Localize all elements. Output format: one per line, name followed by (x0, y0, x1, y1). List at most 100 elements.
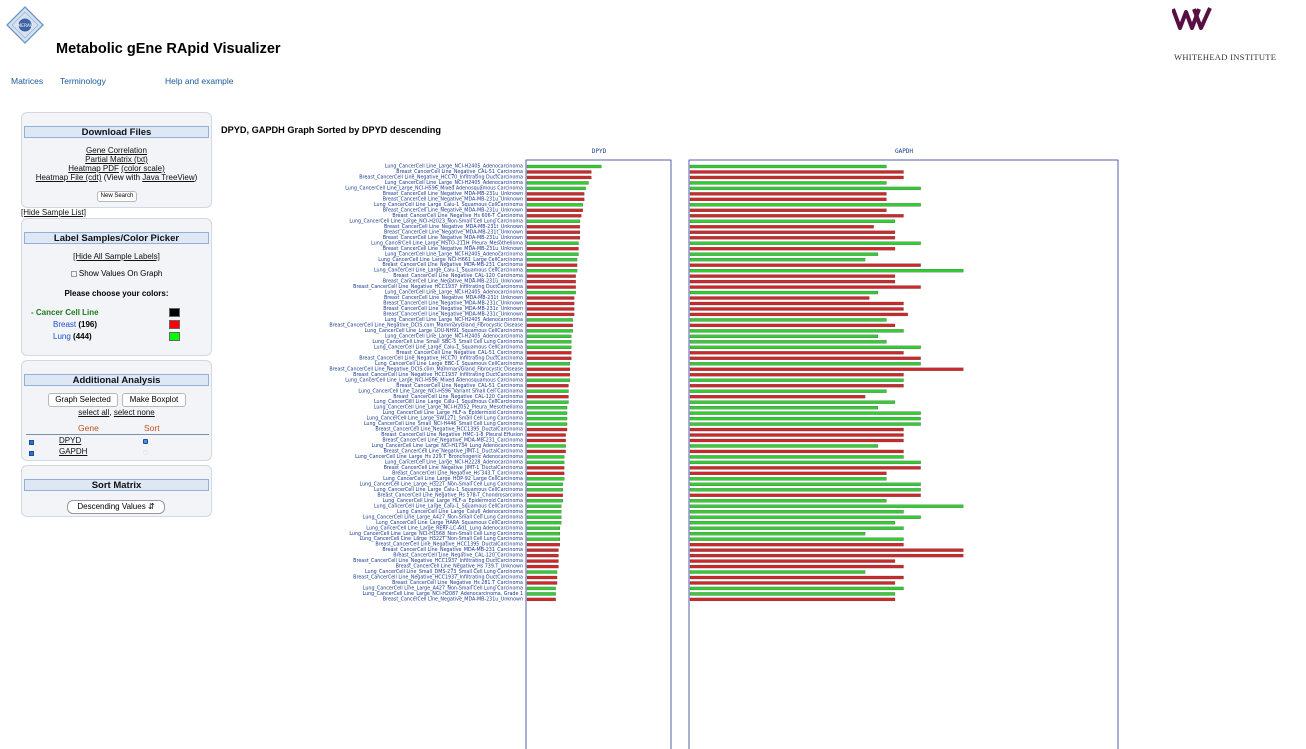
sample-label[interactable]: Breast_CancerCell Line_Negative_HCC1937_… (353, 284, 523, 290)
sample-label[interactable]: Lung_CancerCell Line_Large_NCI-H2405_Ade… (385, 290, 523, 296)
sample-label[interactable]: Lung_CancerCell Line_Large_A427_Non-Smal… (363, 514, 523, 520)
sample-label[interactable]: Lung_CancerCell Line_Large_MSTO-211H_Ple… (371, 240, 523, 246)
dpyd-checkbox[interactable] (29, 440, 34, 445)
sample-label[interactable]: Lung_CancerCell Line_Large_NCI-H596_Mixe… (345, 377, 523, 383)
sample-label[interactable]: Breast_CancerCell Line_Negative_MDA-MB-2… (382, 438, 523, 444)
sample-label[interactable]: Breast_CancerCell Line_Negative_CAL-51_C… (396, 169, 523, 175)
nav-terminology[interactable]: Terminology (60, 76, 106, 86)
sample-label[interactable]: Breast_CancerCell Line_Negative_JIMT-1_D… (384, 449, 523, 455)
sample-label[interactable]: Lung_CancerCell Line_Large_HLF-a_Epiderm… (383, 498, 523, 504)
sample-label[interactable]: Lung_CancerCell Line_Large_NCI-H2023_Non… (349, 218, 523, 224)
sample-label[interactable]: Lung_CancerCell Line_Large_NCI-H596_Vari… (358, 388, 523, 394)
hide-sample-list-link[interactable]: [Hide Sample List] (21, 208, 86, 217)
sample-label[interactable]: Lung_CancerCell Line_Large_LOU-NH91_Squa… (365, 328, 523, 334)
sample-label[interactable]: Lung_CancerCell Line_Large_NCI-H2405_Ade… (385, 333, 523, 339)
sample-label[interactable]: Lung_CancerCell Line_Large_NCI-H2228_Ade… (385, 460, 523, 466)
sample-label[interactable]: Lung_CancerCell Line_Large_RERF-LC-Ad1_L… (366, 525, 523, 531)
sample-label[interactable]: Breast_CancerCell Line_Negative_Hs 739.T… (396, 564, 523, 570)
sample-label[interactable]: Breast_CancerCell Line_Negative_HCC70_In… (359, 175, 523, 181)
sample-label[interactable]: Breast_CancerCell Line_Negative_CAL-51_C… (396, 383, 523, 389)
sample-label[interactable]: Breast_CancerCell Line_Negative_MDA-MB-2… (384, 295, 523, 301)
sample-label[interactable]: Breast_CancerCell Line_Negative_Hs 281.T… (392, 580, 523, 586)
sample-label[interactable]: Lung_CancerCell Line_Large_NCI-H1568_Non… (349, 531, 523, 537)
heatmap-file-link[interactable]: Heatmap File (cdt) (35, 173, 102, 182)
sample-label[interactable]: Lung_CancerCell Line_Large_NCI-H596_Mixe… (345, 186, 523, 192)
whitehead-logo[interactable] (1172, 6, 1212, 30)
sample-label[interactable]: Breast_CancerCell Line_Negative_MDA-MB-2… (383, 191, 523, 197)
sample-label[interactable]: Breast_CancerCell Line_Negative_CAL-51_C… (396, 350, 523, 356)
sample-label[interactable]: Lung_CancerCell Line_Large_HARA_Squamous… (376, 520, 523, 526)
color-swatch-lung[interactable] (169, 332, 180, 341)
graph-selected-button[interactable]: Graph Selected (48, 393, 118, 407)
select-none-link[interactable]: select none (113, 408, 155, 417)
sample-label[interactable]: Lung_CancerCell Line_Large_SW1271_Small … (367, 416, 524, 422)
hide-all-labels-link[interactable]: [Hide All Sample Labels] (73, 252, 160, 261)
color-scale-link[interactable]: (color scale) (121, 164, 165, 173)
sample-label[interactable]: Lung_CancerCell Line_Large_Calu-1_Squamo… (374, 268, 523, 274)
sample-label[interactable]: Breast_CancerCell Line_Negative_HCC1395_… (375, 427, 523, 433)
sample-label[interactable]: Breast_CancerCell Line_Negative_MDA-MB-2… (383, 306, 523, 312)
sample-label[interactable]: Breast_CancerCell Line_Negative_MDA-MB-2… (383, 312, 523, 318)
nav-matrices[interactable]: Matrices (11, 76, 44, 86)
sample-label[interactable]: Breast_CancerCell Line_Negative_MDA-MB-2… (383, 235, 523, 241)
sample-label[interactable]: Breast_CancerCell Line_Negative_MDA-MB-2… (383, 207, 523, 213)
sample-label[interactable]: Breast_CancerCell Line_Negative_JIMT-1_D… (384, 465, 523, 471)
sample-label[interactable]: Lung_CancerCell Line_Large_H322T_Non-Sma… (360, 481, 524, 487)
sample-label[interactable]: Breast_CancerCell Line_Negative_Hs 578-T… (377, 492, 523, 498)
sample-label[interactable]: Breast_CancerCell Line_Negative_MDA-MB-2… (383, 279, 523, 285)
treeview-link[interactable]: Java TreeView (142, 173, 195, 182)
sample-label[interactable]: Breast_CancerCell Line_Negative_HMC-1-8_… (381, 432, 523, 438)
sample-label[interactable]: Lung_CancerCell Line_Large_A427_Non-Smal… (363, 586, 523, 592)
sample-label[interactable]: Breast_CancerCell Line_Negative_HCC1937_… (353, 372, 523, 378)
group-cancer-cell-line[interactable]: Cancer Cell Line (35, 308, 99, 317)
sample-label[interactable]: Breast_CancerCell Line_Negative_HCC70_In… (359, 355, 523, 361)
make-boxplot-button[interactable]: Make Boxplot (122, 393, 186, 407)
new-search-button[interactable]: New Search (97, 191, 137, 202)
sample-label[interactable]: Breast_CancerCell Line_Negative_HCC1395_… (375, 542, 523, 548)
color-swatch-cancer[interactable] (169, 308, 180, 317)
sample-label[interactable]: Lung_CancerCell Line_Large_Calu-1_Squamo… (374, 399, 523, 405)
gene-dpyd-link[interactable]: DPYD (59, 436, 82, 445)
sample-label[interactable]: Breast_CancerCell Line_Negative_CAL-120_… (393, 553, 523, 559)
sort-order-select[interactable]: Descending Values ⇵ (67, 500, 165, 514)
sample-label[interactable]: Lung_CancerCell Line_Large_Calu6_Adenoca… (397, 509, 523, 515)
group-lung[interactable]: Lung (53, 332, 71, 341)
sample-label[interactable]: Breast_CancerCell Line_Negative_MDA-MB-2… (384, 224, 523, 230)
sample-label[interactable]: Breast_CancerCell Line_Negative_CAL-120_… (393, 273, 523, 279)
sample-label[interactable]: Lung_CancerCell Line_Large_HOP-92_Large … (383, 476, 523, 482)
merav-logo[interactable]: MERAV (6, 6, 44, 44)
sample-label[interactable]: Lung_CancerCell Line_Large_Calu-1_Squamo… (374, 202, 523, 208)
sample-label[interactable]: Breast_CancerCell Line_Negative_MDA-MB-2… (383, 246, 523, 252)
sample-label[interactable]: Lung_CancerCell Line_Large_NCI-H2405_Ade… (385, 180, 523, 186)
sample-label[interactable]: Lung_CancerCell Line_Large_Calu-1_Squamo… (374, 487, 523, 493)
sample-label[interactable]: Lung_CancerCell Line_Small_SBC-5_Small C… (372, 339, 523, 345)
sample-label[interactable]: Lung_CancerCell Line_Large_EBC-1_Squamou… (375, 361, 523, 367)
sample-label[interactable]: Breast_CancerCell Line_Negative_MDA-MB-2… (382, 547, 523, 553)
sample-label[interactable]: Lung_CancerCell Line_Large_NCI-H2405_Ade… (385, 164, 523, 170)
sample-label[interactable]: Breast_CancerCell Line_Negative_MDA-MB-2… (383, 196, 523, 202)
sample-label[interactable]: Breast_CancerCell Line_Negative_MDA-MB-2… (383, 597, 523, 603)
sample-label[interactable]: Breast_CancerCell Line_Negative_DCIS.com… (329, 366, 523, 372)
sample-label[interactable]: Lung_CancerCell Line_Large_NCI-H661_Larg… (378, 257, 523, 263)
sample-label[interactable]: Breast_CancerCell Line_Negative_CAL-120_… (393, 394, 523, 400)
gene-gapdh-link[interactable]: GAPDH (59, 447, 88, 456)
gene-correlation-link[interactable]: Gene Correlation (86, 146, 147, 155)
sample-label[interactable]: Breast_CancerCell Line_Negative_DCIS.com… (329, 323, 523, 329)
sample-label[interactable]: Breast_CancerCell Line_Negative_Hs 343.T… (392, 470, 523, 476)
sample-label[interactable]: Lung_CancerCell Line_Small_NCI-H446_Smal… (364, 421, 523, 427)
sample-label[interactable]: Lung_CancerCell Line_Large_NCI-H1734_Lun… (372, 443, 524, 449)
heatmap-pdf-link[interactable]: Heatmap PDF (68, 164, 119, 173)
sample-label[interactable]: Lung_CancerCell Line_Large_HLF-a_Epiderm… (383, 410, 523, 416)
show-values-checkbox[interactable] (70, 270, 77, 277)
sample-label[interactable]: Lung_CancerCell Line_Small_DMS-273_Small… (365, 569, 523, 575)
nav-help[interactable]: Help and example (165, 76, 234, 86)
sample-label[interactable]: Lung_CancerCell Line_Large_NCI-H2052_Ple… (374, 405, 523, 411)
sample-label[interactable]: Breast_CancerCell Line_Negative_HCC1937_… (353, 575, 523, 581)
sample-label[interactable]: Lung_CancerCell Line_Large_Hs 229.T_Bron… (355, 454, 523, 460)
sample-label[interactable]: Breast_CancerCell Line_Negative_MDA-MB-2… (383, 301, 523, 307)
sample-label[interactable]: Breast_CancerCell Line_Negative_Hs 606-T… (392, 213, 523, 219)
sample-label[interactable]: Breast_CancerCell Line_Negative_MDA-MB-2… (382, 262, 523, 268)
gapdh-sort-radio[interactable] (143, 450, 148, 455)
sample-label[interactable]: Breast_CancerCell Line_Negative_MDA-MB-2… (384, 229, 523, 235)
group-breast[interactable]: Breast (53, 320, 77, 329)
